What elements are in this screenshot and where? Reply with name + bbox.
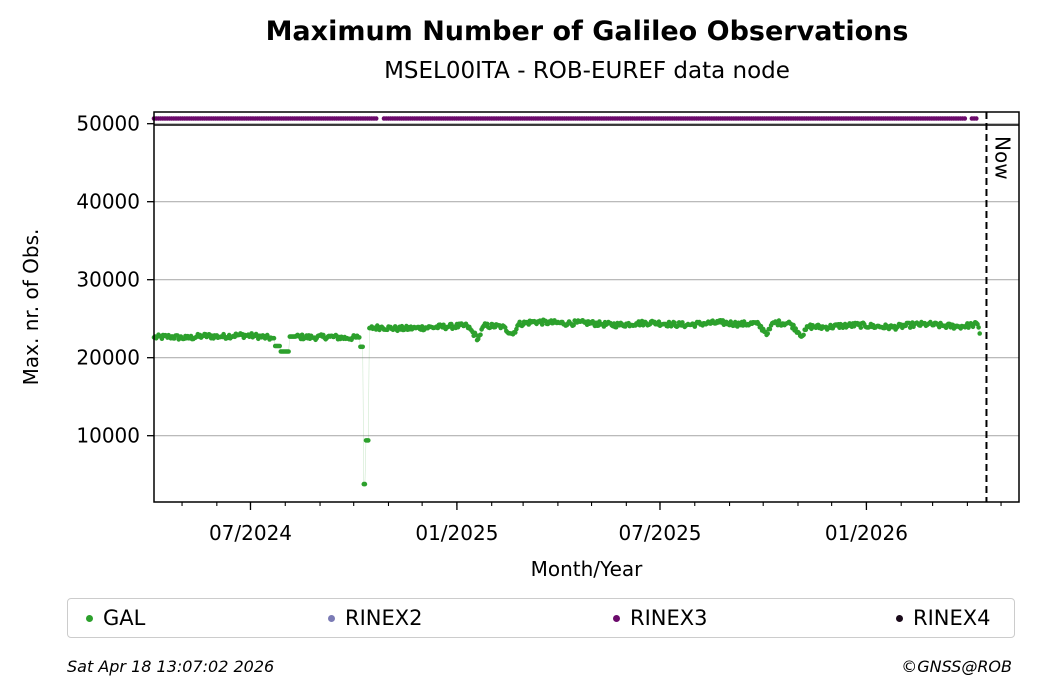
grid-layer [154, 123, 1019, 437]
y-tick-label: 20000 [76, 346, 140, 370]
rinex3-point [974, 116, 979, 121]
x-tick-label: 01/2025 [415, 521, 498, 545]
chart-svg: 10000 20000 30000 40000 50000 07/2024 01/2025 0… [19, 111, 1020, 581]
legend-label-gal: GAL [103, 606, 146, 630]
chart-title: Maximum Number of Galileo Observations [265, 16, 909, 47]
x-tick-label: 01/2026 [825, 521, 908, 545]
gal-point [299, 332, 305, 338]
legend-marker-rinex3 [613, 614, 620, 622]
gal-point [767, 326, 773, 332]
legend-label-rinex2: RINEX2 [345, 606, 423, 630]
legend-label-rinex4: RINEX4 [913, 606, 991, 630]
gal-point [357, 335, 362, 340]
gal-point [360, 344, 366, 350]
plot-frame [153, 111, 1020, 503]
gal-point [475, 336, 481, 342]
legend-marker-rinex2 [328, 614, 335, 622]
gal-point [977, 331, 982, 336]
now-marker-label: Now [990, 136, 1014, 180]
legend: GAL RINEX2 RINEX3 RINEX4 [67, 598, 1015, 638]
gal-point [801, 332, 806, 338]
axis-layer: 10000 20000 30000 40000 50000 07/2024 01/2025 0… [76, 112, 1002, 545]
gal-point [765, 331, 770, 336]
gal-point [366, 438, 371, 443]
legend-label-rinex3: RINEX3 [630, 606, 708, 630]
legend-item-rinex4: RINEX4 [896, 599, 991, 637]
gal-point [776, 318, 782, 323]
x-tick-label: 07/2025 [618, 521, 701, 545]
gal-point [286, 349, 291, 354]
legend-item-rinex2: RINEX2 [328, 599, 423, 637]
legend-item-rinex3: RINEX3 [613, 599, 708, 637]
legend-item-gal: GAL [86, 599, 145, 637]
rinex3-point [373, 116, 379, 121]
gal-point [571, 322, 576, 328]
gal-point [271, 335, 277, 341]
gal-point [484, 321, 490, 327]
y-tick-label: 30000 [76, 268, 140, 292]
gal-point [478, 332, 483, 338]
x-tick-label: 07/2024 [209, 521, 292, 545]
gal-point [517, 319, 522, 325]
legend-marker-rinex4 [896, 614, 903, 622]
gal-point [502, 325, 508, 330]
gal-point [362, 481, 368, 487]
y-tick-label: 50000 [76, 112, 140, 136]
gal-point [399, 323, 405, 329]
legend-marker-gal [86, 614, 93, 622]
gal-point [473, 332, 479, 338]
gal-point [858, 325, 864, 330]
chart-subtitle: MSEL00ITA - ROB-EUREF data node [384, 58, 790, 84]
gal-point [277, 343, 283, 349]
footer-credit: ©GNSS@ROB [901, 657, 1012, 676]
gal-point [976, 325, 981, 330]
y-axis-label: Max. nr. of Obs. [19, 229, 43, 386]
gal-point [791, 322, 796, 328]
x-axis-label: Month/Year [531, 557, 644, 581]
footer-timestamp: Sat Apr 18 13:07:02 2026 [67, 657, 275, 676]
y-tick-label: 40000 [76, 190, 140, 214]
data-layer [151, 116, 982, 487]
gal-point [793, 326, 798, 331]
rinex3-point [962, 116, 968, 121]
y-tick-label: 10000 [76, 424, 140, 448]
gal-point [514, 326, 519, 332]
gal-point [539, 322, 545, 327]
